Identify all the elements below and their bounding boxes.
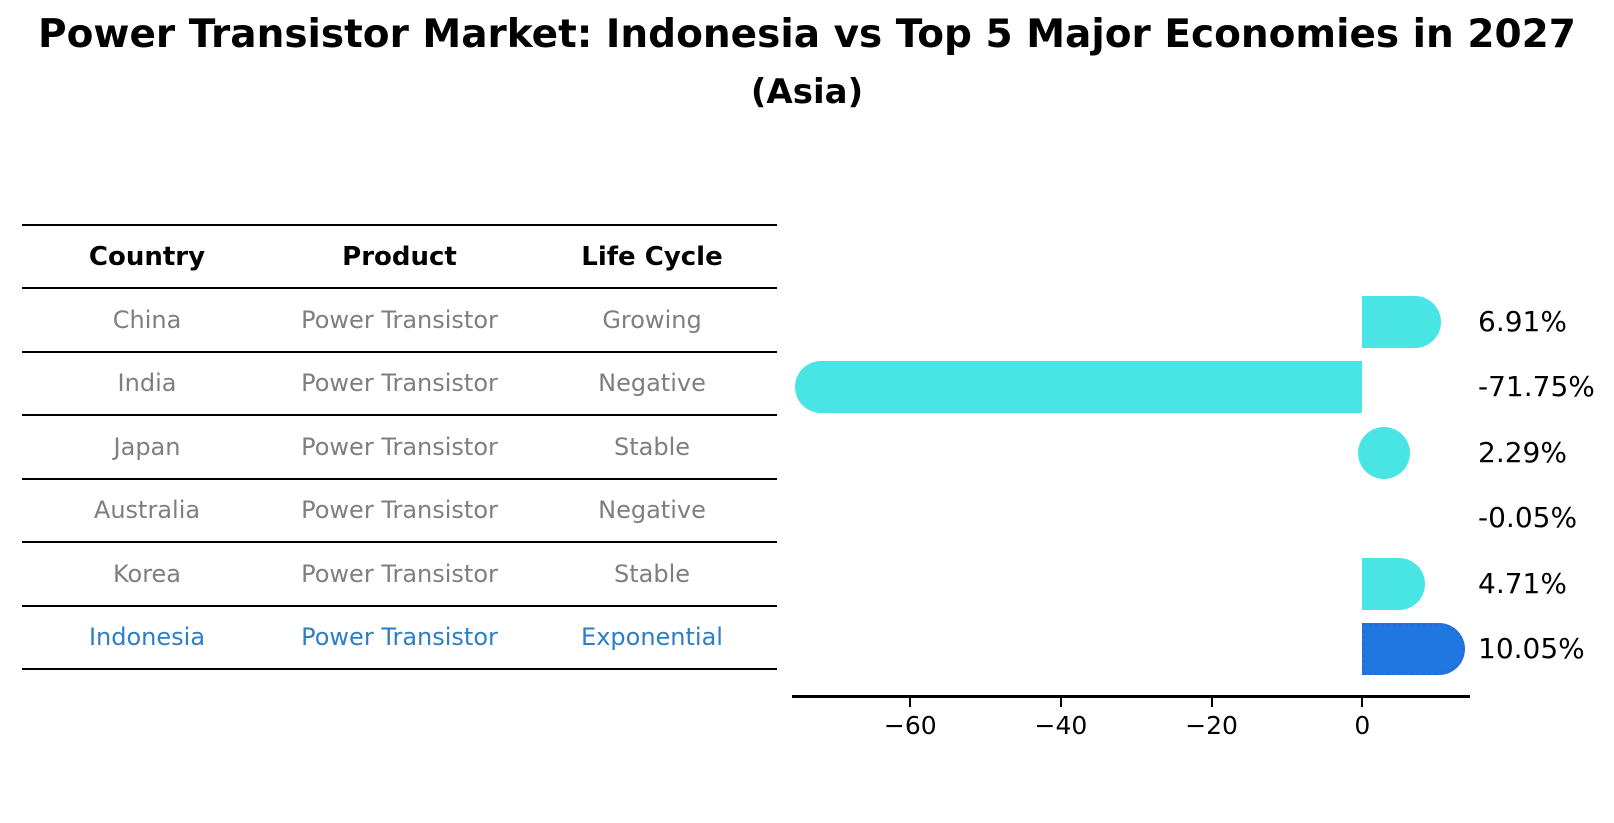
table-row-australia: Australia Power Transistor Negative	[22, 480, 777, 543]
x-tick-label: 0	[1354, 711, 1371, 740]
table-row-india: India Power Transistor Negative	[22, 353, 777, 416]
cell-country: Japan	[113, 432, 181, 461]
value-label-korea: 4.71%	[1478, 566, 1567, 600]
cell-product: Power Transistor	[301, 305, 498, 334]
x-tick-label: −60	[883, 711, 937, 740]
cell-country: China	[112, 305, 182, 334]
bar-indonesia	[1362, 623, 1465, 676]
value-label-indonesia: 10.05%	[1478, 632, 1585, 666]
cell-product: Power Transistor	[301, 496, 498, 525]
cell-product: Power Transistor	[301, 432, 498, 461]
cell-life_cycle: Negative	[598, 369, 706, 398]
table-row-china: China Power Transistor Growing	[22, 289, 777, 353]
cell-product: Power Transistor	[301, 559, 498, 588]
summary-table: Country Product Life Cycle China Power Trans…	[22, 224, 777, 670]
x-tick-mark	[1059, 695, 1062, 707]
table-header-row: Country Product Life Cycle	[22, 226, 777, 289]
table-header-country: Country	[88, 241, 206, 272]
value-label-india: -71.75%	[1478, 370, 1595, 404]
table-row-japan: Japan Power Transistor Stable	[22, 416, 777, 480]
cell-country: Indonesia	[88, 623, 206, 652]
x-tick-mark	[1210, 695, 1213, 707]
bar-japan	[1358, 426, 1411, 479]
x-tick-mark	[909, 695, 912, 707]
cell-product: Power Transistor	[301, 369, 498, 398]
cell-product: Power Transistor	[301, 623, 498, 652]
value-label-australia: -0.05%	[1478, 501, 1578, 535]
x-tick-label: −20	[1185, 711, 1238, 740]
chart-subtitle: (Asia)	[750, 72, 864, 112]
x-axis-line	[792, 695, 1470, 698]
bar-india	[794, 361, 1363, 414]
table-header-life-cycle: Life Cycle	[581, 241, 723, 272]
cell-life_cycle: Exponential	[581, 623, 723, 652]
cell-life_cycle: Stable	[613, 559, 691, 588]
table-header-product: Product	[342, 241, 457, 272]
value-label-china: 6.91%	[1478, 304, 1567, 338]
cell-country: India	[117, 369, 177, 398]
cell-life_cycle: Stable	[613, 432, 691, 461]
cell-country: Australia	[93, 496, 201, 525]
cell-country: Korea	[112, 559, 182, 588]
table-row-indonesia: Indonesia Power Transistor Exponential	[22, 607, 777, 670]
table-row-korea: Korea Power Transistor Stable	[22, 543, 777, 607]
bar-korea	[1362, 557, 1425, 610]
x-tick-label: −40	[1034, 711, 1088, 740]
cell-life_cycle: Negative	[598, 496, 706, 525]
chart-title: Power Transistor Market: Indonesia vs To…	[38, 12, 1576, 57]
x-tick-mark	[1361, 695, 1364, 707]
cell-life_cycle: Growing	[602, 305, 702, 334]
value-label-japan: 2.29%	[1478, 435, 1567, 469]
bar-china	[1362, 295, 1442, 348]
